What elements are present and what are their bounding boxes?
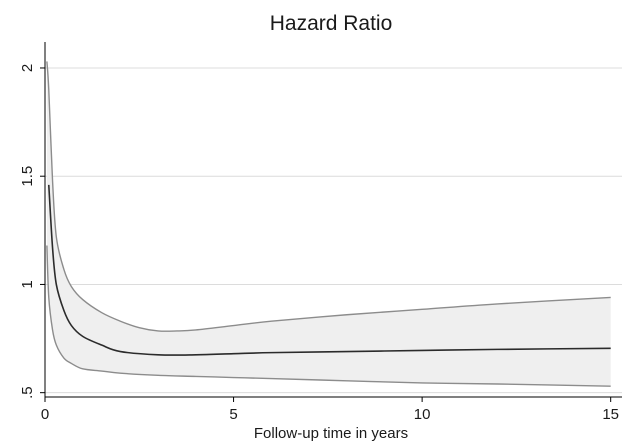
x-tick-label-0: 0 — [41, 406, 49, 423]
x-tick-label-2: 10 — [414, 406, 431, 423]
upper-confidence-line — [46, 61, 611, 332]
x-axis-label: Follow-up time in years — [254, 425, 408, 442]
y-axis-ticks: .5 1 1.5 2 — [19, 64, 45, 399]
chart-title: Hazard Ratio — [270, 12, 393, 35]
hazard-ratio-line — [47, 184, 611, 356]
lower-confidence-line — [46, 245, 611, 387]
x-axis-ticks: 0 5 10 15 — [41, 397, 619, 423]
x-tick-label-3: 15 — [602, 406, 619, 423]
grid-lines — [45, 67, 622, 394]
y-tick-label-2: 1.5 — [19, 166, 36, 187]
y-tick-label-3: 2 — [19, 64, 36, 72]
confidence-band — [46, 61, 611, 387]
y-tick-label-1: 1 — [19, 280, 36, 288]
x-tick-label-1: 5 — [229, 406, 237, 423]
y-tick-label-0: .5 — [19, 386, 36, 399]
